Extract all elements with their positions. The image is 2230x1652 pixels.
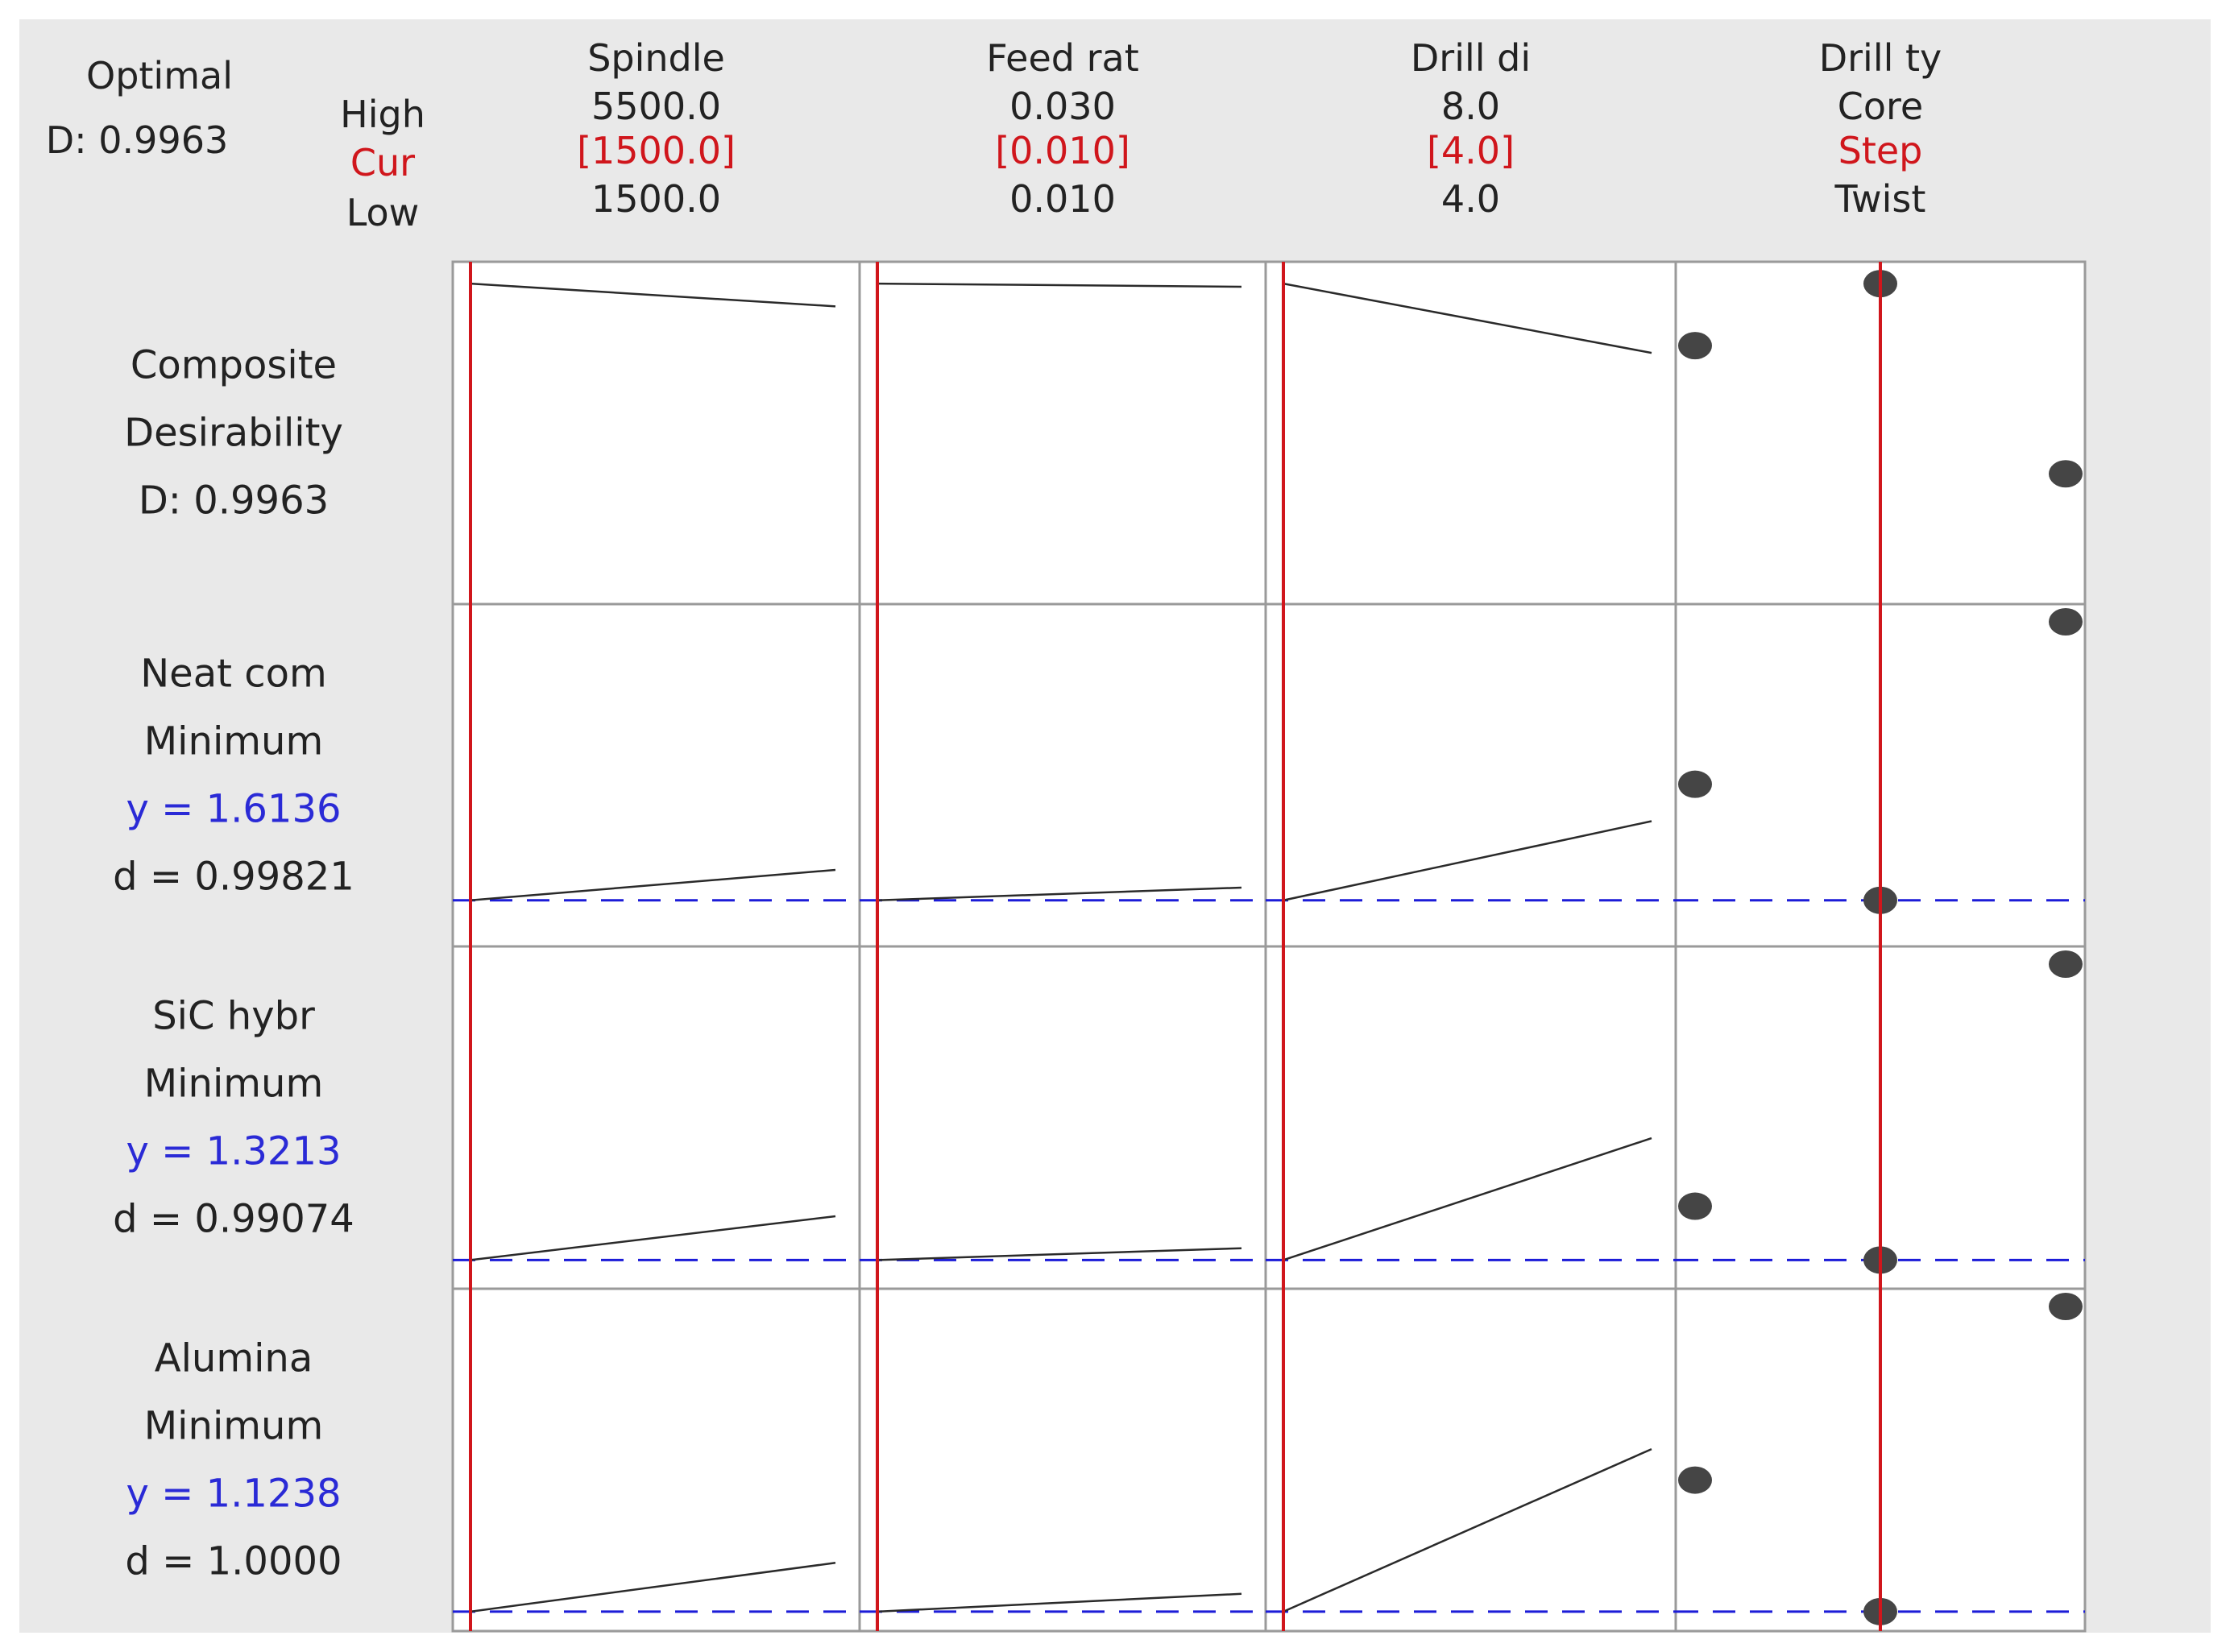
panel-r2-c1 (858, 945, 1267, 1290)
factor-name-0: Spindle (587, 36, 725, 80)
response-label3-r0: D: 0.9963 (139, 478, 329, 524)
level-point-r0-twist (1678, 332, 1712, 360)
level-point-r1-core (2049, 608, 2083, 636)
response-curve-r3-c2 (1283, 1447, 1652, 1613)
response-curve-r2-c0 (470, 1215, 836, 1261)
factor-high-2: 8.0 (1441, 85, 1500, 128)
panel-r3-c0 (451, 1287, 861, 1633)
factor-name-3: Drill ty (1819, 36, 1942, 80)
response-curve-r1-c2 (1283, 820, 1652, 901)
panel-r3-c2 (1264, 1287, 1677, 1633)
level-point-r3-core (2049, 1293, 2083, 1320)
factor-high-0: 5500.0 (591, 85, 721, 128)
optimal-d-value: D: 0.9963 (46, 118, 229, 162)
level-point-r1-twist (1678, 770, 1712, 798)
response-curve-r1-c1 (877, 886, 1242, 902)
factor-current-1: [0.010] (995, 129, 1130, 172)
level-point-r2-core (2049, 950, 2083, 978)
factor-current-2: [4.0] (1427, 129, 1515, 172)
marks-layer (453, 262, 2085, 1631)
response-d-label-r1: d = 0.99821 (113, 855, 354, 900)
factor-name-2: Drill di (1411, 36, 1531, 80)
factor-low-2: 4.0 (1441, 177, 1500, 221)
panel-r3-c1 (858, 1287, 1267, 1633)
factor-high-3: Core (1838, 85, 1923, 128)
row-label-low: Low (346, 191, 420, 234)
factor-high-1: 0.030 (1009, 85, 1116, 128)
optimal-label: Optimal (86, 54, 233, 97)
response-label1-r1: Neat com (140, 652, 326, 697)
panel-r0-c1 (858, 260, 1267, 606)
response-y-label-r1: y = 1.6136 (126, 787, 341, 832)
response-curve-r0-c1 (877, 282, 1242, 288)
text-layer: Spindle 5500.0[1500.0] 1500.0 Feed rat 0.030… (113, 36, 1942, 1584)
response-y-label-r2: y = 1.3213 (126, 1129, 341, 1174)
response-curve-r0-c0 (470, 282, 836, 308)
level-point-r2-twist (1678, 1192, 1712, 1220)
response-curve-r0-c2 (1283, 282, 1652, 354)
factor-low-1: 0.010 (1009, 177, 1116, 221)
response-d-label-r2: d = 0.99074 (113, 1197, 354, 1242)
panel-r2-c2 (1264, 945, 1677, 1290)
panel-r2-c0 (451, 945, 861, 1290)
response-y-label-r3: y = 1.1238 (126, 1472, 341, 1517)
factor-low-3: Twist (1834, 177, 1926, 221)
response-curve-r1-c0 (470, 868, 836, 902)
row-label-high: High (340, 93, 425, 136)
response-curve-r3-c1 (877, 1592, 1242, 1613)
level-point-r0-core (2049, 460, 2083, 488)
response-label2-r2: Minimum (144, 1062, 323, 1107)
panel-r1-c0 (451, 602, 861, 948)
factor-name-1: Feed rat (986, 36, 1139, 80)
response-label2-r0: Desirability (124, 411, 343, 456)
panel-r1-c2 (1264, 602, 1677, 948)
factor-current-0: [1500.0] (577, 129, 736, 172)
response-label2-r1: Minimum (144, 719, 323, 764)
panel-r0-c2 (1264, 260, 1677, 606)
response-label1-r0: Composite (131, 343, 337, 388)
level-point-r3-twist (1678, 1466, 1712, 1494)
panel-r1-c1 (858, 602, 1267, 948)
response-label3-r3: Minimum (144, 1404, 323, 1449)
response-curve-r2-c1 (877, 1247, 1242, 1261)
response-label2-r3: Alumina (155, 1336, 313, 1381)
panels-layer (451, 260, 2087, 1633)
panel-r0-c0 (451, 260, 861, 606)
response-d-label-r3: d = 1.0000 (125, 1539, 342, 1584)
row-label-cur: Cur (350, 141, 415, 184)
factor-low-0: 1500.0 (591, 177, 721, 221)
response-label1-r2: SiC hybr (152, 994, 315, 1039)
response-curve-r3-c0 (470, 1562, 836, 1613)
response-curve-r2-c2 (1283, 1137, 1652, 1261)
factor-current-3: Step (1838, 129, 1923, 172)
